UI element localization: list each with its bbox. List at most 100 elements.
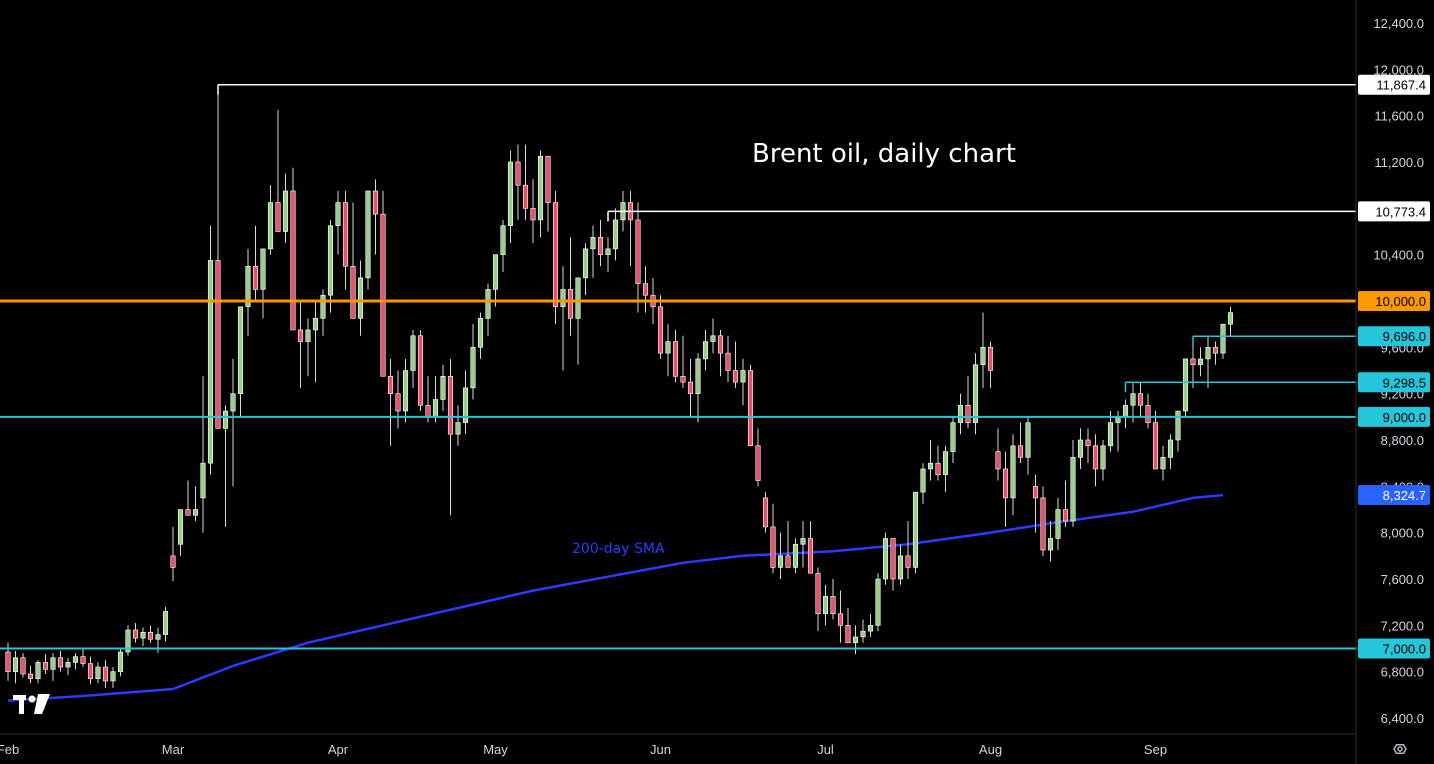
- candle-body: [642, 283, 649, 296]
- candle: [567, 237, 574, 336]
- candle-body: [395, 393, 401, 412]
- candle: [1137, 382, 1144, 417]
- candle-body: [1160, 457, 1166, 470]
- x-tick-label: Apr: [328, 742, 349, 757]
- candle: [545, 155, 551, 232]
- candle-body: [282, 190, 289, 232]
- candle-body: [657, 306, 664, 354]
- candle-body: [950, 422, 956, 452]
- candle-body: [927, 462, 934, 470]
- candle: [665, 324, 671, 377]
- tradingview-logo-icon[interactable]: [13, 694, 50, 714]
- candle-body: [920, 468, 926, 493]
- candle: [530, 179, 536, 244]
- candle: [177, 509, 184, 556]
- candle-body: [177, 509, 184, 545]
- candle-body: [185, 509, 191, 516]
- candle: [1227, 306, 1234, 336]
- candle-body: [1107, 422, 1114, 447]
- candle: [1167, 434, 1174, 469]
- price-label-text: 10,773.4: [1375, 204, 1426, 219]
- candle-body: [987, 347, 994, 371]
- chart-settings-icon[interactable]: [1393, 743, 1407, 755]
- x-tick-label: Feb: [0, 742, 19, 757]
- candle: [695, 353, 701, 423]
- candle: [140, 627, 146, 647]
- candle-body: [50, 657, 56, 670]
- candle-body: [1182, 358, 1189, 412]
- candle-body: [777, 555, 784, 568]
- candle: [642, 266, 649, 313]
- candle: [905, 521, 911, 579]
- candle-body: [537, 155, 544, 221]
- candle-body: [1025, 422, 1031, 458]
- candle: [252, 225, 259, 301]
- candle-body: [102, 666, 109, 682]
- candle-body: [755, 445, 761, 481]
- candle: [657, 295, 664, 359]
- candle: [845, 607, 851, 644]
- time-axis[interactable]: Feb Mar Apr May Jun Jul Aug Sep: [0, 742, 1167, 757]
- candle-body: [822, 596, 829, 615]
- candle: [702, 329, 709, 371]
- candle: [912, 491, 919, 574]
- candle-body: [845, 625, 851, 644]
- candle-body: [725, 352, 731, 371]
- candle-body: [335, 202, 341, 227]
- candle: [260, 248, 266, 319]
- candle: [222, 405, 229, 527]
- candle-body: [477, 318, 484, 348]
- candle: [800, 521, 806, 568]
- candle: [117, 648, 124, 677]
- candle-body: [942, 451, 949, 476]
- candle: [935, 445, 941, 481]
- candle-body: [447, 375, 454, 435]
- candle-body: [1010, 445, 1016, 499]
- candle-body: [852, 636, 859, 644]
- candle-body: [732, 370, 739, 383]
- candle: [830, 579, 836, 620]
- candle-body: [1175, 410, 1181, 441]
- candle-body: [72, 656, 79, 663]
- candle-body: [1077, 439, 1084, 458]
- candle: [192, 486, 199, 522]
- candle-body: [1212, 347, 1219, 354]
- candle: [125, 625, 131, 656]
- candle-body: [432, 399, 439, 418]
- candle: [920, 463, 926, 504]
- x-tick-label: Jul: [817, 742, 834, 757]
- candle-body: [1197, 358, 1204, 366]
- sma-annotation: 200-day SMA: [572, 541, 665, 557]
- candle: [350, 202, 356, 319]
- price-label-text: 8,324.7: [1383, 488, 1426, 503]
- candle: [20, 653, 26, 678]
- candle: [867, 613, 874, 637]
- candle-body: [1145, 404, 1151, 423]
- candle: [837, 590, 844, 643]
- candle: [717, 329, 724, 377]
- candle-layer: [5, 84, 1234, 688]
- candle-body: [1047, 538, 1054, 551]
- candle-body: [365, 190, 371, 279]
- candle-body: [807, 538, 814, 574]
- candle: [65, 657, 71, 676]
- chart-title: Brent oil, daily chart: [752, 139, 1016, 169]
- candle-body: [590, 236, 596, 250]
- candle-body: [155, 634, 161, 640]
- candle-body: [192, 509, 199, 516]
- y-tick-label: 11,200.0: [1374, 155, 1424, 170]
- candle-body: [312, 318, 319, 331]
- candle: [552, 190, 559, 325]
- x-tick-label: May: [483, 742, 508, 757]
- candle-body: [222, 410, 229, 429]
- candle-body: [215, 260, 221, 429]
- price-label-text: 7,000.0: [1383, 642, 1426, 657]
- candle: [267, 185, 274, 255]
- candle: [402, 358, 409, 423]
- candle-body: [200, 462, 206, 499]
- candle: [507, 150, 514, 244]
- candle-body: [1017, 445, 1024, 458]
- candle: [357, 260, 364, 336]
- candle: [327, 219, 334, 313]
